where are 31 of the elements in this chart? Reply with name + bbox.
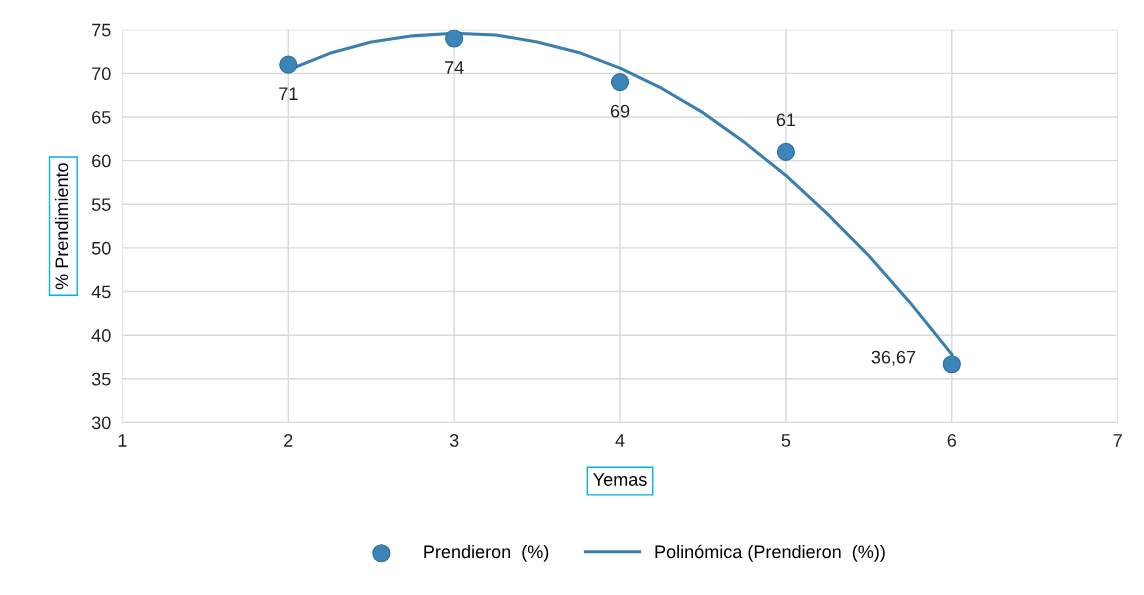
y-tick-label: 40	[91, 329, 111, 342]
x-tick-label: 6	[947, 434, 957, 447]
legend-label: Polinómica (Prendieron (%))	[655, 544, 885, 562]
point	[610, 73, 630, 92]
data-label: 71	[279, 87, 298, 100]
y-tick-label: 65	[92, 110, 111, 124]
point	[445, 29, 464, 48]
data-label: 69	[610, 104, 630, 118]
point	[279, 55, 298, 74]
y-axis-title: % Prendimiento	[54, 163, 69, 290]
y-tick-label: 45	[91, 285, 111, 299]
y-tick-label: 60	[92, 154, 111, 168]
y-tick-label: 75	[92, 23, 111, 37]
y-tick-label: 30	[91, 416, 111, 430]
y-tick-label: 55	[91, 198, 111, 211]
point	[942, 355, 961, 374]
x-tick-label: 2	[284, 434, 293, 447]
y-tick-label: 50	[91, 241, 111, 255]
y-tick-label: 70	[92, 67, 111, 81]
x-tick-label: 1	[118, 434, 127, 447]
legend-label: Prendieron (%)	[424, 544, 549, 562]
x-axis-title: Yemas	[593, 473, 647, 486]
x-tick-label: 5	[781, 434, 791, 447]
data-label: 36,67	[871, 350, 916, 366]
x-tick-label: 4	[615, 434, 625, 447]
x-tick-label: 7	[1113, 434, 1122, 447]
data-label: 74	[445, 61, 464, 74]
y-tick-label: 35	[91, 372, 111, 386]
x-tick-label: 3	[449, 434, 459, 447]
point	[776, 142, 795, 161]
data-label: 61	[776, 113, 796, 127]
